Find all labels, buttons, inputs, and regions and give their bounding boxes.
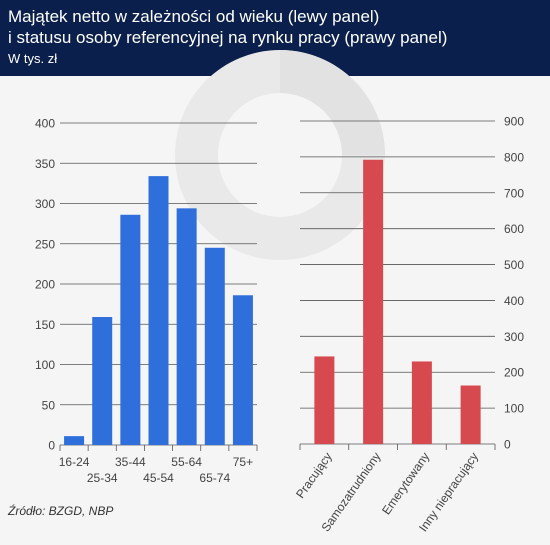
- chart-subtitle: W tys. zł: [8, 51, 58, 66]
- left-y-tick-label: 350: [35, 157, 55, 171]
- left-y-tick-label: 150: [35, 318, 55, 332]
- right-y-tick-label: 200: [504, 366, 524, 380]
- right-panel: 0100200300400500600700800900PracującySam…: [293, 115, 524, 535]
- left-bar: [120, 214, 141, 445]
- title-line-2: i statusu osoby referencyjnej na rynku p…: [8, 28, 448, 47]
- right-y-tick-label: 800: [504, 150, 524, 164]
- left-bar: [64, 436, 85, 445]
- right-bar: [411, 361, 432, 444]
- right-y-tick-label: 0: [504, 438, 511, 452]
- left-y-tick-label: 0: [48, 439, 55, 453]
- right-bar: [460, 385, 481, 444]
- left-panel: 0 50 100 150 200 250 300 350 400 16-24 25-34 35-44 4…: [35, 117, 258, 485]
- left-y-tick-label: 250: [35, 237, 55, 251]
- left-y-tick-label: 400: [35, 117, 55, 131]
- right-x-tick-label: Emerytowany: [379, 450, 432, 518]
- left-x-tick-label: 16-24: [59, 455, 90, 469]
- right-y-tick-label: 600: [504, 222, 524, 236]
- right-y-tick-label: 700: [504, 186, 524, 200]
- left-x-tick-label: 55-64: [171, 455, 202, 469]
- right-bar: [314, 356, 335, 444]
- left-y-tick-label: 200: [35, 278, 55, 292]
- right-bar: [363, 159, 384, 444]
- left-x-tick-label: 45-54: [143, 471, 174, 485]
- right-y-tick-label: 100: [504, 402, 524, 416]
- left-x-tick-label: 35-44: [115, 455, 146, 469]
- left-bar: [176, 208, 197, 445]
- right-y-tick-label: 300: [504, 330, 524, 344]
- right-y-tick-label: 400: [504, 294, 524, 308]
- left-y-tick-label: 50: [42, 398, 56, 412]
- left-y-tick-label: 300: [35, 197, 55, 211]
- left-x-tick-label: 25-34: [87, 471, 118, 485]
- left-bar: [204, 247, 225, 445]
- left-bar: [232, 295, 253, 445]
- title-line-1: Majątek netto w zależności od wieku (lew…: [8, 7, 380, 26]
- right-x-tick-label: Pracujący: [293, 450, 335, 501]
- left-bar: [92, 317, 113, 445]
- left-y-tick-label: 100: [35, 358, 55, 372]
- left-x-tick-label: 65-74: [199, 471, 230, 485]
- right-y-tick-label: 900: [504, 115, 524, 129]
- chart-title: Majątek netto w zależności od wieku (lew…: [8, 6, 538, 48]
- watermark-logo-icon: [175, 50, 385, 260]
- left-x-tick-label: 75+: [233, 455, 253, 469]
- left-bar: [148, 176, 169, 445]
- right-y-tick-label: 500: [504, 258, 524, 272]
- source-note: Źródło: BZGD, NBP: [8, 504, 114, 518]
